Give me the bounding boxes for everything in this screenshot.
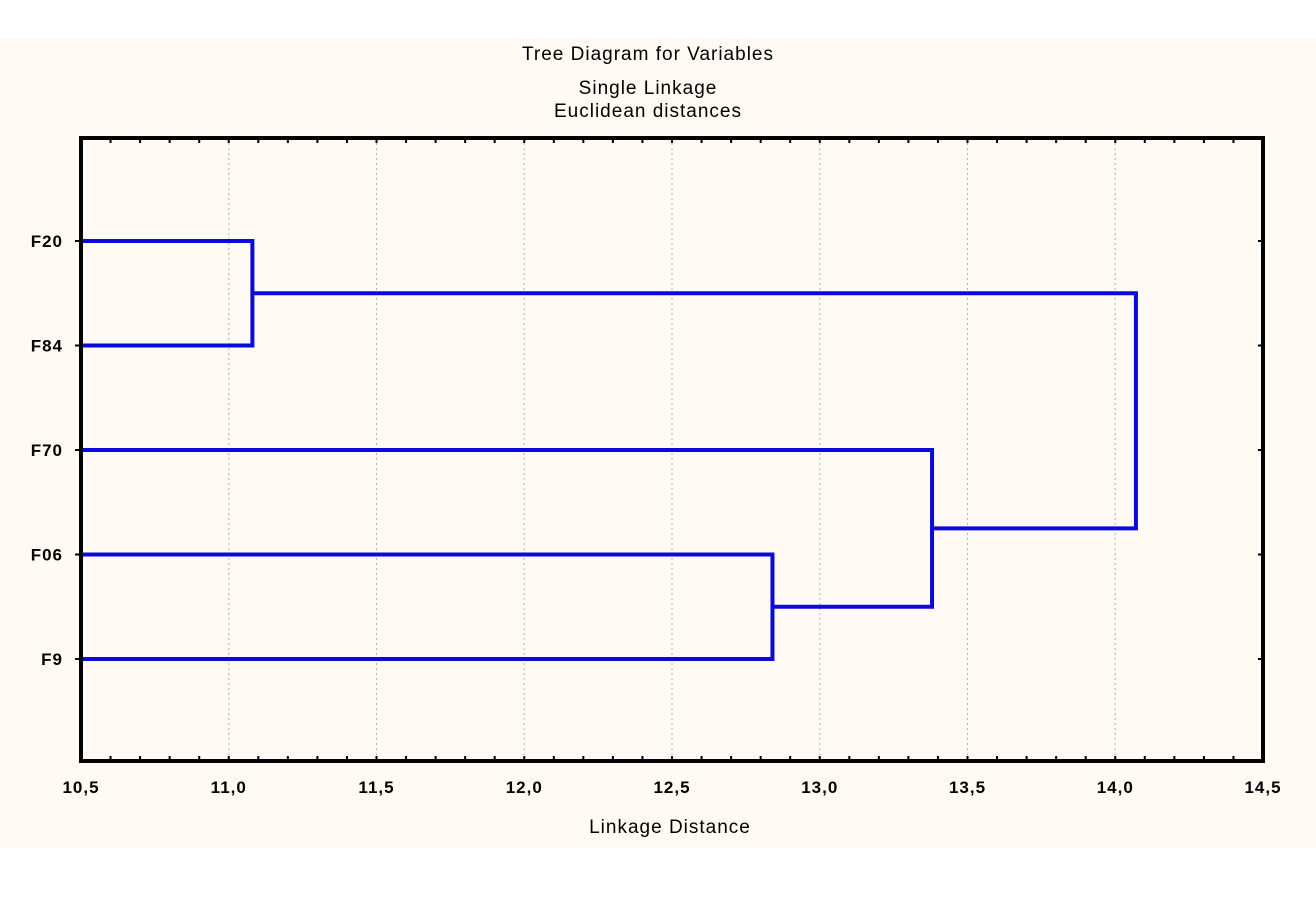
x-tick-label: 10,5 xyxy=(62,778,99,797)
plot-frame xyxy=(79,136,1265,763)
x-tick-label: 12,5 xyxy=(653,778,690,797)
leaf-label: F20 xyxy=(31,232,63,251)
dendrogram-link xyxy=(252,291,1138,531)
x-tick-label: 11,5 xyxy=(358,778,394,797)
x-tick-label: 14,0 xyxy=(1097,778,1134,797)
x-tick-label: 11,0 xyxy=(211,778,247,797)
dendrogram-chart: Tree Diagram for Variables Single Linkag… xyxy=(31,44,1281,838)
dendrogram-links xyxy=(81,239,1138,661)
dendrogram-link xyxy=(81,552,775,661)
chart-title: Tree Diagram for Variables xyxy=(522,44,774,65)
leaf-labels: F20 F84 F70 F06 F9 xyxy=(31,232,63,669)
x-axis-label: Linkage Distance xyxy=(589,817,751,838)
chart-subtitle-linkage: Single Linkage xyxy=(579,78,718,99)
x-tick-label: 13,0 xyxy=(801,778,838,797)
x-tick-label: 12,0 xyxy=(506,778,543,797)
chart-subtitle-distance: Euclidean distances xyxy=(554,101,742,122)
leaf-label: F9 xyxy=(41,650,63,669)
chart-figure: Tree Diagram for Variables Single Linkag… xyxy=(0,38,1316,848)
leaf-label: F06 xyxy=(31,546,63,565)
x-tick-labels: 10,5 11,0 11,5 12,0 12,5 13,0 13,5 14,0 14,5 xyxy=(62,778,1281,797)
x-tick-label: 13,5 xyxy=(949,778,986,797)
leaf-label: F70 xyxy=(31,441,63,460)
leaf-label: F84 xyxy=(31,337,63,356)
dendrogram-link xyxy=(81,448,935,609)
x-tick-label: 14,5 xyxy=(1244,778,1281,797)
dendrogram-link xyxy=(81,239,255,348)
